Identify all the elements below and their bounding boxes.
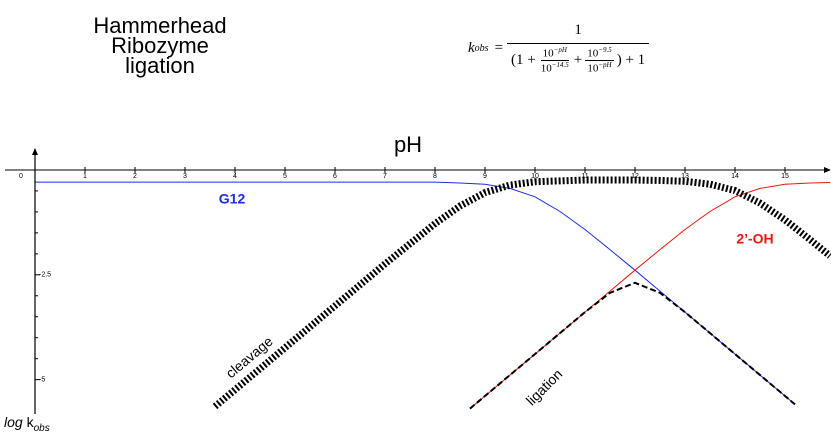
y-axis-arrow (32, 148, 38, 155)
x-tick-label: 15 (781, 173, 789, 180)
x-tick-label: 3 (183, 173, 187, 180)
curve-0 (35, 181, 796, 405)
x-tick-label: 2 (133, 173, 137, 180)
f: −14.5 (551, 60, 569, 69)
f: 10−pH (540, 46, 569, 61)
y-axis-label: log kobs (4, 414, 50, 434)
x-tick-label: 8 (433, 173, 437, 180)
series-label: ligation (523, 366, 566, 409)
series-label: cleavage (223, 333, 276, 381)
x-tick-label: 4 (233, 173, 237, 180)
x-tick-label: 7 (383, 173, 387, 180)
f: −9.5 (598, 46, 612, 54)
formula-k: k (468, 39, 475, 56)
f: 10 (587, 47, 599, 60)
formula-fraction: 1 (1 + 10−pH 10−14.5 + 10−9.5 10−pH ) + 1 (507, 22, 650, 74)
y-label-k: k (26, 414, 34, 430)
curve-2 (212, 176, 831, 410)
f: −pH (553, 46, 567, 54)
curve-3 (469, 281, 796, 410)
series-label: G12 (219, 191, 246, 207)
x-tick-label: 5 (283, 173, 287, 180)
f: 10 (542, 47, 554, 60)
x-tick-label: 1 (83, 173, 87, 180)
x-tick-label: 6 (333, 173, 337, 180)
f: 10 (540, 62, 552, 75)
plot-area (35, 176, 831, 410)
y-tick-label: -2.5 (39, 272, 51, 279)
y-label-log: log (4, 414, 23, 430)
formula: k obs = 1 (1 + 10−pH 10−14.5 + 10−9.5 10−pH… (468, 22, 650, 74)
x-axis-label: pH (394, 132, 422, 157)
formula-num: 1 (507, 22, 650, 44)
formula-plus: + (573, 51, 583, 68)
title-line: ligation (125, 53, 195, 78)
x-tick-label: 14 (731, 173, 739, 180)
x-tick-label: 13 (681, 173, 689, 180)
formula-close: ) + 1 (616, 51, 646, 68)
f: 10 (587, 62, 599, 75)
fraction-1: 10−pH 10−14.5 (539, 46, 571, 74)
title: Hammerhead Ribozyme ligation (60, 13, 260, 78)
formula-sub: obs (474, 42, 489, 54)
x-tick-label: 9 (483, 173, 487, 180)
y-tick-label: -5 (39, 376, 45, 383)
series-label: 2’-OH (736, 231, 773, 247)
x-tick-label: 10 (531, 173, 539, 180)
f: 10−pH (585, 61, 613, 75)
fraction-2: 10−9.5 10−pH (585, 46, 614, 75)
f: −pH (598, 60, 612, 69)
formula-den: (1 + 10−pH 10−14.5 + 10−9.5 10−pH ) + 1 (509, 44, 647, 74)
f: 10−9.5 (585, 46, 614, 61)
f: 10−14.5 (539, 61, 571, 75)
x-tick-label: 12 (631, 173, 639, 180)
formula-open: (1 + (511, 51, 536, 68)
title-line: Hammerhead Ribozyme (93, 13, 227, 58)
x-axis-arrow (824, 166, 831, 173)
x-tick-label: 0 (19, 173, 23, 180)
y-label-sub: obs (33, 422, 50, 434)
x-tick-label: 11 (581, 173, 588, 180)
curve-1 (469, 182, 831, 409)
formula-eq: = (494, 39, 504, 56)
